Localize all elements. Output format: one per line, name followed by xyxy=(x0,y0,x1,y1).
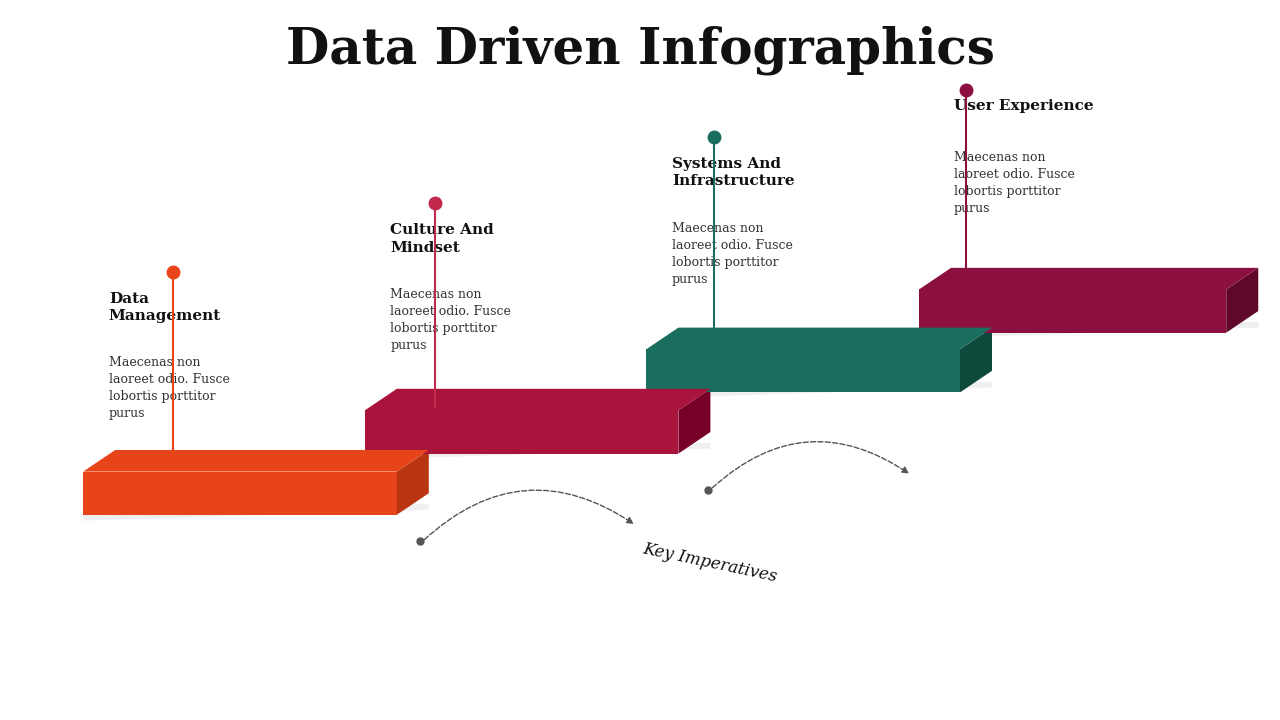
Polygon shape xyxy=(919,268,1258,289)
Text: Culture And
Mindset: Culture And Mindset xyxy=(390,223,494,254)
FancyArrowPatch shape xyxy=(425,490,632,539)
Text: User Experience: User Experience xyxy=(954,99,1093,113)
Polygon shape xyxy=(678,389,710,454)
FancyArrowPatch shape xyxy=(713,441,908,487)
Polygon shape xyxy=(83,472,397,515)
Polygon shape xyxy=(1226,268,1258,333)
Polygon shape xyxy=(919,322,1258,338)
Text: Data
Management: Data Management xyxy=(109,292,221,323)
Polygon shape xyxy=(365,389,710,410)
Polygon shape xyxy=(83,504,429,521)
Polygon shape xyxy=(646,382,992,398)
Text: Data Driven Infographics: Data Driven Infographics xyxy=(285,26,995,75)
Text: Key Imperatives: Key Imperatives xyxy=(641,541,780,585)
Text: Maecenas non
laoreet odio. Fusce
lobortis porttitor
purus: Maecenas non laoreet odio. Fusce loborti… xyxy=(672,222,792,286)
Text: Maecenas non
laoreet odio. Fusce
lobortis porttitor
purus: Maecenas non laoreet odio. Fusce loborti… xyxy=(390,288,511,352)
Text: Systems And
Infrastructure: Systems And Infrastructure xyxy=(672,157,795,188)
Polygon shape xyxy=(646,349,960,392)
Polygon shape xyxy=(919,289,1226,333)
Polygon shape xyxy=(397,450,429,515)
Text: Maecenas non
laoreet odio. Fusce
lobortis porttitor
purus: Maecenas non laoreet odio. Fusce loborti… xyxy=(109,356,229,420)
Polygon shape xyxy=(960,328,992,392)
Polygon shape xyxy=(365,410,678,454)
Polygon shape xyxy=(83,450,429,472)
Text: Maecenas non
laoreet odio. Fusce
lobortis porttitor
purus: Maecenas non laoreet odio. Fusce loborti… xyxy=(954,151,1074,215)
Polygon shape xyxy=(365,443,710,459)
Polygon shape xyxy=(646,328,992,349)
